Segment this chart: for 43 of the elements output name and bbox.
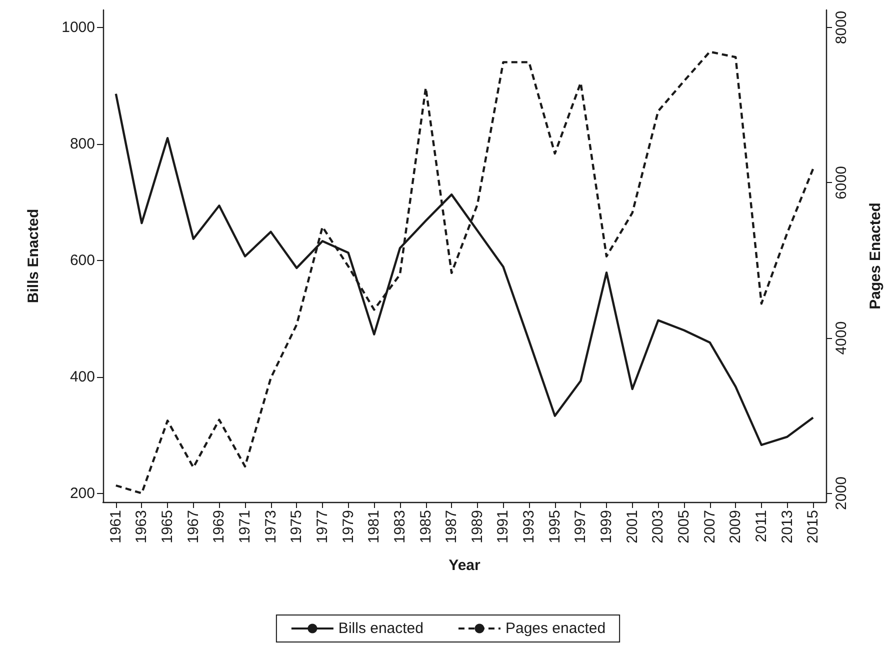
x-tick-label: 2003 <box>650 510 667 544</box>
y2-axis-title: Pages Enacted <box>867 202 884 310</box>
legend-label: Bills enacted <box>338 620 424 637</box>
x-axis-title: Year <box>448 557 481 574</box>
x-tick-label: 1963 <box>133 510 150 544</box>
x-tick-label: 2013 <box>778 510 796 544</box>
x-tick-label: 1983 <box>391 510 408 544</box>
x-tick-label: 2007 <box>701 510 718 544</box>
y2-tick-label: 6000 <box>833 166 850 200</box>
x-tick-label: 1991 <box>494 510 512 544</box>
x-tick-label: 1999 <box>598 510 616 544</box>
y-tick-label: 400 <box>70 368 95 386</box>
y-tick-label: 800 <box>70 135 95 152</box>
y-axis-title: Bills Enacted <box>25 208 42 304</box>
y2-tick-label: 4000 <box>833 321 850 355</box>
y-tick-label: 600 <box>70 252 95 269</box>
x-tick-label: 1987 <box>443 510 460 544</box>
x-tick-label: 1993 <box>520 510 538 544</box>
x-tick-label: 1967 <box>184 510 202 544</box>
x-tick-label: 2005 <box>675 510 692 544</box>
x-tick-label: 2009 <box>727 510 744 544</box>
x-tick-label: 1981 <box>366 510 383 544</box>
x-tick-label: 1965 <box>159 510 176 544</box>
x-tick-label: 1971 <box>236 510 254 544</box>
x-tick-label: 1977 <box>314 510 331 544</box>
y2-tick-label: 8000 <box>833 10 850 44</box>
y-tick-label: 1000 <box>62 18 95 36</box>
legend-label: Pages enacted <box>505 620 606 637</box>
x-tick-label: 1989 <box>468 510 486 544</box>
line-series <box>114 50 814 494</box>
x-tick-label: 1997 <box>572 510 590 544</box>
x-tick-label: 1961 <box>107 510 124 544</box>
y-tick-label: 200 <box>70 484 95 502</box>
x-tick-label: 2015 <box>804 510 822 544</box>
y2-tick-label: 2000 <box>833 476 850 510</box>
x-tick-label: 1985 <box>417 510 434 544</box>
x-tick-label: 1975 <box>288 510 306 544</box>
x-tick-label: 1973 <box>262 510 280 544</box>
x-tick-label: 2011 <box>752 510 770 542</box>
x-tick-label: 2001 <box>624 510 641 544</box>
x-tick-label: 1995 <box>546 510 564 544</box>
x-tick-label: 1979 <box>340 510 357 544</box>
x-tick-label: 1969 <box>210 510 228 544</box>
